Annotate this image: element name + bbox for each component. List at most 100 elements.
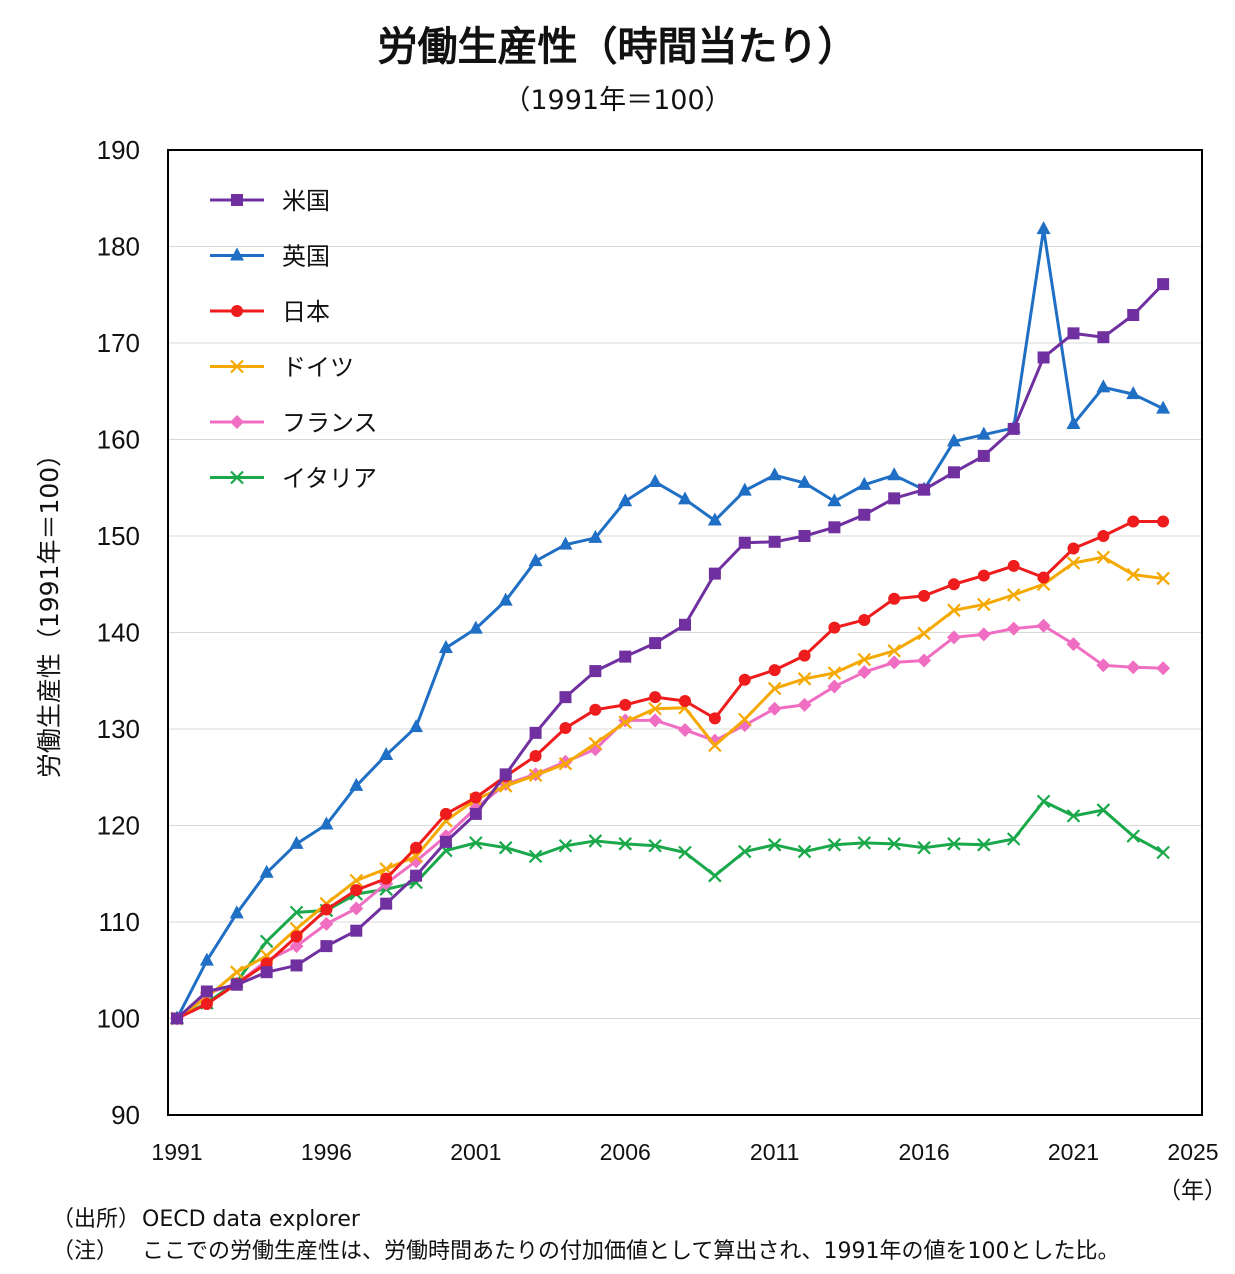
data-point bbox=[797, 697, 812, 712]
data-point bbox=[977, 597, 991, 612]
data-point bbox=[767, 838, 782, 852]
series-line bbox=[175, 227, 1164, 1020]
data-point bbox=[528, 768, 543, 783]
data-point bbox=[1097, 530, 1110, 542]
note-key: （注） bbox=[52, 1239, 119, 1264]
data-point bbox=[887, 644, 901, 658]
data-point bbox=[708, 868, 722, 883]
series-line bbox=[176, 799, 1164, 1020]
data-point bbox=[1066, 809, 1081, 823]
data-point bbox=[649, 691, 662, 704]
data-point bbox=[947, 466, 960, 479]
data-point bbox=[559, 722, 572, 735]
data-point bbox=[828, 521, 841, 534]
chart-title: 労働生産性（時間当たり） bbox=[377, 24, 858, 70]
data-point bbox=[588, 529, 603, 543]
data-point bbox=[827, 838, 842, 852]
x-tick-label: 2021 bbox=[1048, 1139, 1099, 1165]
data-point bbox=[1127, 515, 1140, 528]
data-point bbox=[200, 985, 213, 998]
data-point bbox=[171, 1012, 183, 1025]
data-point bbox=[1066, 637, 1081, 652]
data-point bbox=[918, 589, 931, 602]
data-point bbox=[1036, 618, 1051, 633]
legend-label: ドイツ bbox=[282, 354, 354, 382]
data-point bbox=[529, 750, 542, 763]
x-tick-label: 2016 bbox=[898, 1139, 949, 1165]
data-point bbox=[767, 701, 782, 716]
data-point bbox=[798, 649, 811, 662]
data-point bbox=[1006, 621, 1021, 636]
line-chart: 90 100 110 120 130 140 150 160 170 180 190 1991 1996… bbox=[97, 135, 1219, 1165]
data-point bbox=[1066, 556, 1081, 570]
data-point bbox=[857, 652, 872, 667]
data-point bbox=[319, 916, 334, 931]
data-point bbox=[259, 934, 274, 949]
data-point bbox=[737, 482, 752, 496]
x-tick-label: 2025 bbox=[1167, 1139, 1218, 1165]
data-point bbox=[380, 897, 393, 910]
data-point bbox=[1157, 515, 1170, 528]
data-point bbox=[977, 569, 990, 582]
y-tick-label: 170 bbox=[97, 328, 140, 358]
data-point bbox=[1006, 588, 1021, 602]
data-point bbox=[1156, 845, 1170, 860]
data-point bbox=[498, 840, 513, 855]
data-point bbox=[857, 476, 872, 490]
data-point bbox=[289, 835, 304, 849]
data-point bbox=[319, 816, 334, 830]
data-point bbox=[1096, 550, 1111, 565]
data-point bbox=[947, 603, 961, 618]
x-tick-label: 2001 bbox=[450, 1139, 501, 1165]
chart-subtitle: （1991年＝100） bbox=[503, 85, 732, 116]
data-point bbox=[648, 473, 663, 487]
data-point bbox=[618, 837, 633, 851]
data-point bbox=[410, 869, 423, 882]
data-point bbox=[1037, 351, 1050, 364]
y-tick-label: 140 bbox=[97, 618, 140, 648]
x-tick-label: 1991 bbox=[151, 1139, 202, 1165]
legend-label: 日本 bbox=[282, 298, 330, 326]
y-tick-label: 120 bbox=[97, 811, 140, 841]
data-point bbox=[229, 905, 244, 919]
y-tick-label: 110 bbox=[99, 907, 140, 937]
legend-swatch-marker bbox=[230, 247, 244, 261]
y-tick-label: 160 bbox=[97, 425, 140, 455]
data-point bbox=[707, 512, 722, 526]
data-point bbox=[857, 836, 872, 850]
data-point bbox=[858, 613, 871, 626]
y-tick-label: 150 bbox=[97, 521, 140, 551]
data-point bbox=[499, 768, 512, 781]
data-point bbox=[320, 940, 333, 953]
y-tick-label: 180 bbox=[97, 232, 140, 262]
data-point bbox=[350, 924, 363, 937]
data-point bbox=[290, 930, 303, 943]
data-point bbox=[857, 665, 872, 680]
series-line bbox=[176, 624, 1164, 1020]
source-key: （出所） bbox=[52, 1207, 141, 1232]
data-point bbox=[678, 491, 692, 505]
y-tick-label: 130 bbox=[97, 714, 140, 744]
data-point bbox=[708, 738, 722, 753]
note-text: ここでの労働生産性は、労働時間あたりの付加価値として算出され、1991年の値を1… bbox=[142, 1239, 1120, 1264]
data-point bbox=[797, 672, 812, 686]
data-point bbox=[409, 719, 424, 733]
legend-label: 英国 bbox=[282, 243, 330, 271]
data-point bbox=[737, 844, 752, 859]
data-point bbox=[917, 653, 932, 668]
data-point bbox=[498, 592, 513, 606]
data-point bbox=[1127, 309, 1140, 322]
legend-label: イタリア bbox=[282, 465, 377, 493]
data-point bbox=[678, 722, 692, 737]
legend-swatch-marker bbox=[230, 470, 244, 485]
data-point bbox=[230, 978, 243, 991]
data-point bbox=[260, 966, 273, 979]
data-point bbox=[1156, 571, 1170, 586]
x-tick-label: 1996 bbox=[301, 1139, 352, 1165]
x-tick-label: 2011 bbox=[750, 1139, 799, 1165]
data-point bbox=[558, 838, 573, 853]
legend-swatch-marker bbox=[231, 194, 243, 206]
data-point bbox=[679, 618, 691, 631]
y-tick-label: 100 bbox=[97, 1004, 140, 1034]
series-line bbox=[176, 555, 1164, 1020]
